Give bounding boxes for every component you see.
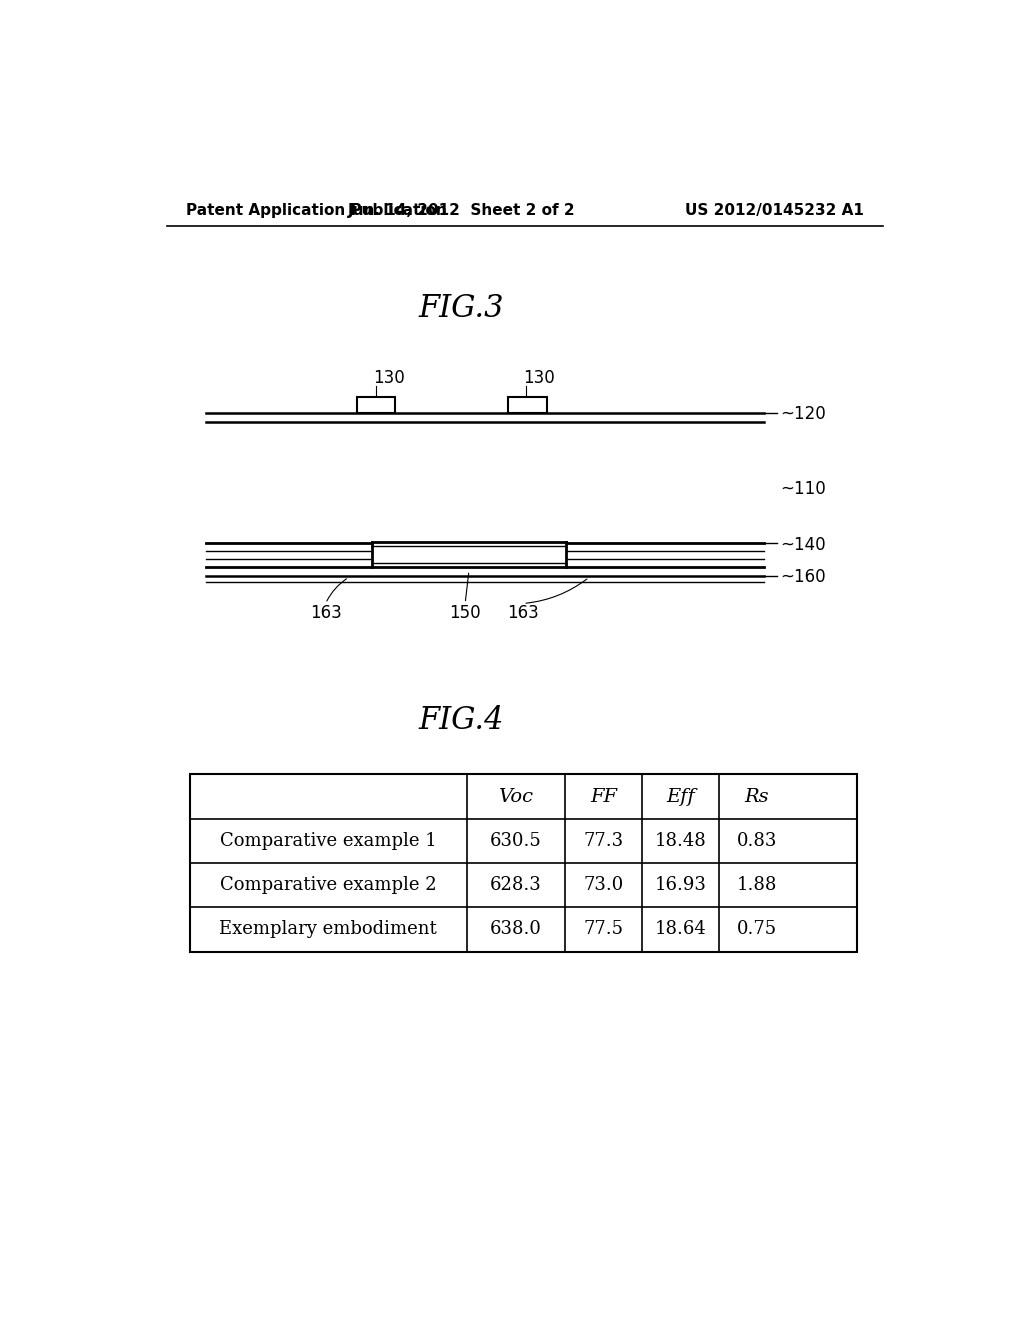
Text: 18.64: 18.64 bbox=[654, 920, 707, 939]
Text: Eff: Eff bbox=[666, 788, 694, 805]
Text: 16.93: 16.93 bbox=[654, 876, 707, 894]
Text: FIG.3: FIG.3 bbox=[419, 293, 504, 323]
Text: 630.5: 630.5 bbox=[490, 832, 542, 850]
Text: 150: 150 bbox=[450, 603, 481, 622]
Text: US 2012/0145232 A1: US 2012/0145232 A1 bbox=[685, 203, 864, 218]
Bar bbox=[356, 397, 395, 412]
Text: 163: 163 bbox=[507, 603, 539, 622]
Text: 130: 130 bbox=[373, 368, 404, 387]
Text: ~140: ~140 bbox=[780, 536, 826, 554]
Text: 0.83: 0.83 bbox=[736, 832, 777, 850]
Text: 628.3: 628.3 bbox=[490, 876, 542, 894]
Text: Comparative example 2: Comparative example 2 bbox=[220, 876, 436, 894]
Text: 77.3: 77.3 bbox=[584, 832, 624, 850]
Text: Voc: Voc bbox=[499, 788, 534, 805]
Text: 77.5: 77.5 bbox=[584, 920, 624, 939]
Text: 163: 163 bbox=[309, 603, 341, 622]
Text: 73.0: 73.0 bbox=[584, 876, 624, 894]
Bar bbox=[372, 543, 566, 566]
Text: Exemplary embodiment: Exemplary embodiment bbox=[219, 920, 437, 939]
Text: 638.0: 638.0 bbox=[489, 920, 542, 939]
Text: Jun. 14, 2012  Sheet 2 of 2: Jun. 14, 2012 Sheet 2 of 2 bbox=[347, 203, 575, 218]
Text: ~110: ~110 bbox=[780, 480, 826, 499]
Text: Rs: Rs bbox=[744, 788, 769, 805]
Text: Patent Application Publication: Patent Application Publication bbox=[186, 203, 446, 218]
Bar bbox=[190, 775, 856, 952]
Text: ~120: ~120 bbox=[780, 405, 826, 422]
Text: 0.75: 0.75 bbox=[737, 920, 777, 939]
Text: FIG.4: FIG.4 bbox=[419, 705, 504, 737]
Text: 18.48: 18.48 bbox=[654, 832, 707, 850]
Bar bbox=[508, 397, 547, 412]
Text: Comparative example 1: Comparative example 1 bbox=[220, 832, 436, 850]
Text: FF: FF bbox=[590, 788, 617, 805]
Text: 130: 130 bbox=[523, 368, 555, 387]
Text: ~160: ~160 bbox=[780, 569, 826, 586]
Text: 1.88: 1.88 bbox=[736, 876, 777, 894]
